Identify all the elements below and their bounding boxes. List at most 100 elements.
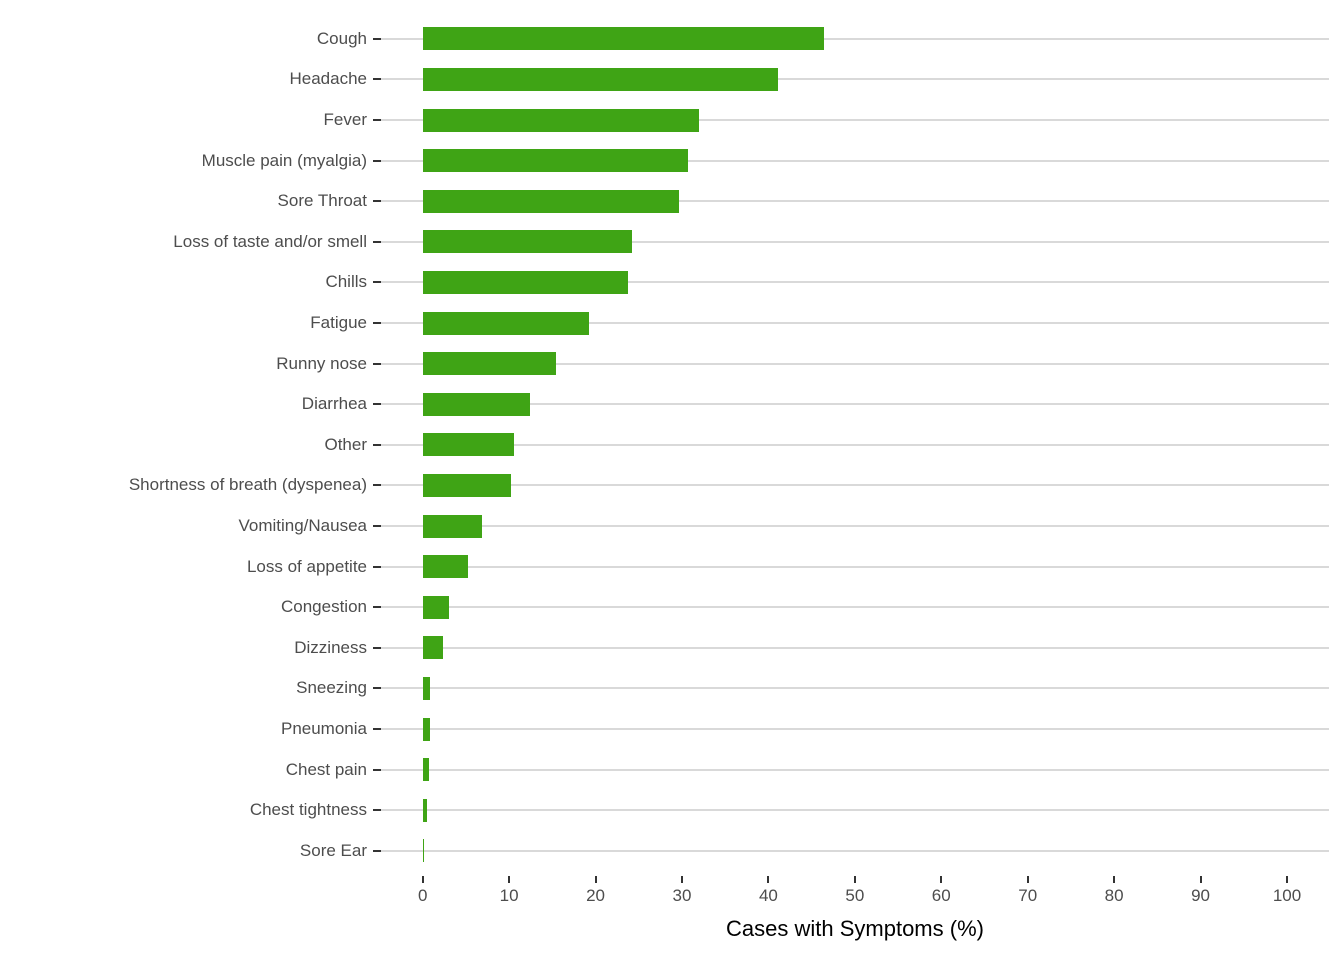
y-axis-label: Headache: [289, 69, 367, 89]
x-tick-label: 20: [586, 886, 605, 905]
y-tick: [373, 728, 381, 730]
y-axis-label: Other: [324, 434, 367, 454]
x-tick: [940, 875, 943, 883]
bar: [422, 717, 431, 741]
gridline: [381, 484, 1329, 487]
y-tick: [373, 768, 381, 771]
y-axis-label: Loss of taste and/or smell: [173, 231, 367, 251]
x-tick: [1286, 875, 1288, 883]
x-tick: [853, 875, 856, 883]
bar: [422, 67, 778, 91]
y-axis-label: Fever: [323, 110, 367, 129]
x-tick: [1113, 875, 1116, 883]
y-tick: [373, 565, 381, 568]
gridline: [381, 200, 1329, 203]
x-tick-label: 30: [672, 886, 692, 905]
y-tick: [373, 443, 381, 446]
y-axis-label: Pneumonia: [280, 719, 367, 738]
bar: [422, 555, 469, 579]
y-tick: [373, 484, 381, 487]
gridline: [381, 119, 1329, 121]
bar: [422, 839, 424, 863]
y-axis-label: Sneezing: [296, 678, 367, 698]
x-tick-label: 90: [1191, 886, 1211, 905]
bar: [422, 676, 431, 700]
bar: [422, 758, 429, 782]
gridline: [381, 322, 1329, 324]
y-tick: [373, 159, 381, 162]
x-tick: [421, 875, 424, 883]
x-axis-title: Cases with Symptoms (%): [726, 916, 984, 941]
x-tick: [508, 875, 511, 883]
y-tick: [373, 119, 381, 121]
gridline: [381, 362, 1329, 365]
y-axis-label: Muscle pain (myalgia): [201, 150, 367, 170]
bar: [422, 189, 679, 213]
y-tick: [373, 646, 381, 649]
gridline: [381, 281, 1329, 284]
y-axis-label: Dizziness: [294, 637, 367, 657]
bar: [422, 392, 530, 416]
y-axis-label: Fatigue: [310, 313, 367, 332]
y-tick: [373, 809, 381, 812]
gridline: [381, 606, 1329, 609]
x-tick-label: 40: [758, 886, 778, 905]
x-tick-label: 50: [845, 886, 865, 905]
y-axis-label: Chest tightness: [249, 800, 367, 820]
y-axis-label: Sore Throat: [277, 191, 367, 211]
y-tick: [373, 849, 381, 852]
gridline: [381, 443, 1329, 446]
y-tick: [373, 37, 381, 40]
bar: [422, 352, 556, 376]
y-tick: [373, 606, 381, 609]
bar: [422, 514, 483, 538]
y-tick: [373, 78, 381, 81]
x-tick: [1199, 875, 1202, 883]
bar: [422, 595, 450, 619]
y-axis-label: Cough: [316, 28, 367, 48]
gridline: [381, 565, 1329, 568]
x-tick: [680, 875, 683, 883]
y-tick: [373, 403, 381, 406]
gridline: [381, 240, 1329, 243]
gridline: [381, 37, 1329, 40]
y-tick: [373, 362, 381, 365]
x-tick-label: 60: [931, 886, 951, 905]
x-tick-label: 100: [1272, 886, 1302, 905]
y-axis-label: Loss of appetite: [246, 556, 367, 576]
y-tick: [373, 687, 381, 690]
bar: [422, 230, 632, 254]
y-axis-label: Congestion: [280, 597, 367, 617]
bar: [422, 433, 515, 457]
gridline: [381, 849, 1329, 852]
y-tick: [373, 525, 381, 527]
gridline: [381, 768, 1329, 771]
x-tick-label: 10: [499, 886, 519, 905]
y-axis-label: Chills: [325, 272, 367, 292]
x-tick-label: 70: [1018, 886, 1038, 905]
bar: [422, 311, 589, 335]
y-axis-label: Diarrhea: [301, 394, 367, 414]
gridline: [381, 687, 1329, 690]
y-axis-label: Vomiting/Nausea: [238, 516, 367, 535]
gridline: [381, 525, 1329, 527]
bar: [422, 473, 511, 497]
y-axis-label: Chest pain: [285, 759, 367, 779]
y-tick: [373, 200, 381, 203]
x-tick: [767, 875, 770, 883]
bar: [422, 149, 689, 173]
gridline: [381, 78, 1329, 81]
y-tick: [373, 240, 381, 243]
gridline: [381, 646, 1329, 649]
y-tick: [373, 281, 381, 284]
gridline: [381, 159, 1329, 162]
y-axis-label: Sore Ear: [299, 840, 367, 860]
bar: [422, 27, 824, 51]
x-tick: [594, 875, 597, 883]
y-axis-label: Shortness of breath (dyspenea): [128, 475, 367, 495]
bar: [422, 108, 700, 132]
gridline: [381, 728, 1329, 730]
bar: [422, 270, 628, 294]
y-tick: [373, 322, 381, 324]
